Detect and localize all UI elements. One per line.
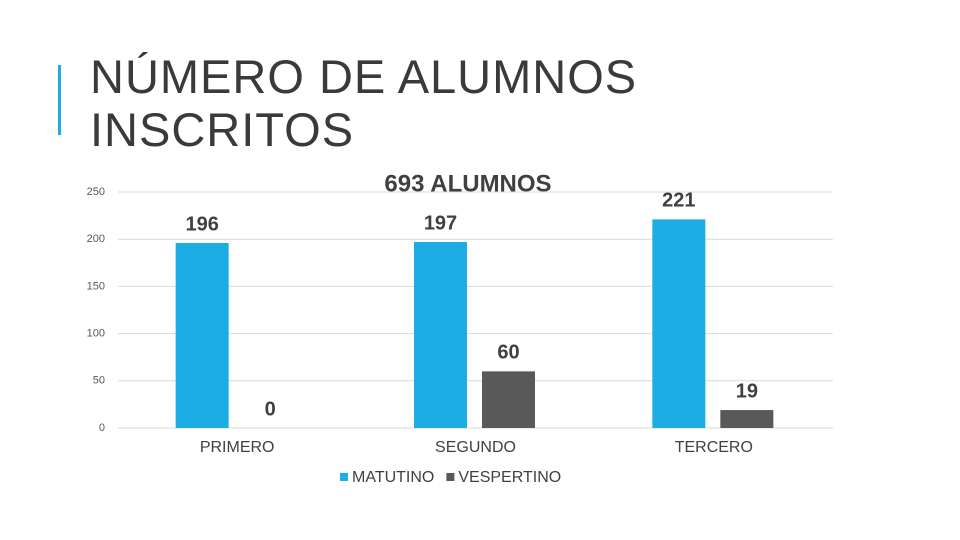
data-label: 0 <box>265 398 276 420</box>
data-label: 221 <box>662 190 695 212</box>
data-label: 60 <box>497 342 519 364</box>
y-tick-label: 150 <box>87 280 105 292</box>
x-tick-label: TERCERO <box>675 439 753 456</box>
legend-swatch <box>446 473 455 481</box>
bar <box>720 410 774 428</box>
x-tick-label: SEGUNDO <box>435 439 516 456</box>
bar <box>482 371 535 428</box>
y-tick-label: 0 <box>99 422 105 434</box>
data-label: 197 <box>424 212 457 234</box>
chart-title: 693 ALUMNOS <box>384 170 551 197</box>
bar <box>175 242 229 428</box>
data-label: 196 <box>185 213 218 235</box>
legend-label: VESPERTINO <box>458 469 561 486</box>
y-tick-label: 50 <box>93 375 105 387</box>
y-tick-label: 100 <box>87 328 105 340</box>
y-tick-label: 200 <box>87 233 105 245</box>
title-accent <box>58 65 61 135</box>
bar <box>414 242 467 428</box>
legend-label: MATUTINO <box>352 469 434 486</box>
y-tick-label: 250 <box>87 186 105 198</box>
data-label: 19 <box>736 380 758 402</box>
bar <box>652 219 706 428</box>
slide-title: NÚMERO DE ALUMNOS INSCRITOS <box>90 50 638 156</box>
legend-swatch <box>340 473 348 481</box>
x-tick-label: PRIMERO <box>200 439 275 456</box>
